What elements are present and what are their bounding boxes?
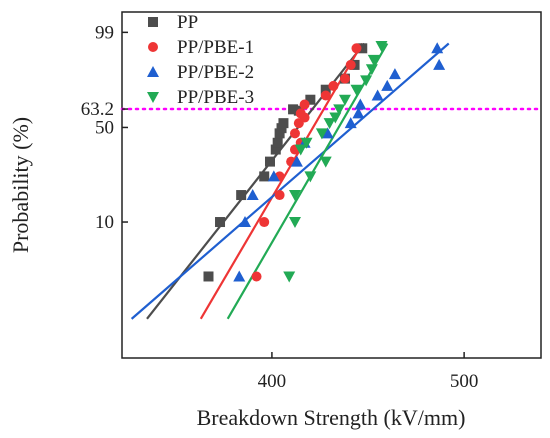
legend-marker-series-2 — [148, 42, 158, 52]
legend: PP PP/PBE-1 PP/PBE-2 PP/PBE-3 — [147, 12, 254, 108]
data-point-series-1 — [264, 156, 275, 167]
data-point-series-1 — [203, 271, 214, 282]
legend-label: PP/PBE-2 — [177, 62, 254, 83]
data-point-series-1 — [276, 123, 287, 134]
data-point-series-4 — [319, 156, 332, 168]
data-point-series-2 — [299, 99, 310, 110]
legend-label: PP — [177, 12, 198, 33]
data-point-series-1 — [274, 128, 285, 139]
data-point-series-2 — [320, 90, 331, 101]
plot-area — [121, 11, 542, 359]
y-tick-label: 50 — [95, 117, 114, 138]
data-point-series-4 — [350, 84, 363, 96]
data-point-series-1 — [270, 144, 281, 155]
data-point-series-2 — [274, 190, 285, 201]
data-point-series-2 — [351, 43, 362, 54]
data-point-layer — [203, 41, 446, 283]
data-point-series-1 — [236, 190, 247, 201]
data-point-series-1 — [288, 104, 299, 115]
data-point-series-4 — [323, 118, 336, 130]
data-point-series-3 — [433, 58, 446, 70]
data-point-series-2 — [289, 128, 300, 139]
data-point-series-4 — [375, 41, 388, 53]
data-point-series-4 — [367, 54, 380, 66]
data-point-series-1 — [357, 43, 368, 54]
data-point-series-1 — [215, 217, 226, 228]
data-point-series-2 — [339, 73, 350, 84]
legend-marker-series-4 — [147, 92, 159, 103]
data-point-series-4 — [283, 271, 296, 283]
legend-marker-series-3 — [147, 66, 159, 77]
data-point-series-1 — [259, 171, 270, 182]
data-point-series-4 — [304, 171, 317, 183]
data-point-series-4 — [294, 144, 307, 156]
legend-marker-series-1 — [148, 17, 158, 27]
data-point-series-3 — [290, 155, 303, 167]
data-point-series-3 — [239, 216, 252, 228]
data-point-series-3 — [233, 270, 246, 282]
x-tick-label: 500 — [450, 371, 479, 392]
data-point-series-2 — [328, 80, 339, 91]
data-point-series-4 — [338, 94, 351, 106]
data-point-series-3 — [431, 42, 444, 54]
data-point-series-1 — [278, 118, 289, 129]
data-point-series-4 — [365, 64, 378, 76]
data-point-series-3 — [352, 107, 365, 119]
x-axis-title: Breakdown Strength (kV/mm) — [197, 405, 466, 430]
data-point-series-2 — [295, 108, 306, 119]
data-point-series-4 — [360, 75, 373, 87]
x-tick-label: 400 — [258, 371, 287, 392]
data-point-series-1 — [320, 84, 331, 95]
data-point-series-4 — [315, 128, 328, 140]
data-point-series-2 — [345, 59, 356, 70]
legend-label: PP/PBE-1 — [177, 37, 254, 58]
fit-line-series-4 — [226, 42, 389, 320]
legend-label: PP/PBE-3 — [177, 87, 254, 108]
data-point-series-3 — [267, 170, 280, 182]
data-point-series-4 — [288, 217, 301, 229]
data-point-series-2 — [251, 271, 262, 282]
fit-line-series-3 — [130, 42, 450, 320]
data-point-series-1 — [272, 137, 283, 148]
data-point-series-4 — [300, 137, 313, 149]
y-tick-label: 63.2 — [81, 99, 114, 120]
y-axis-title: Probability (%) — [8, 117, 33, 253]
data-point-series-3 — [381, 79, 394, 91]
data-point-series-3 — [371, 89, 384, 101]
data-point-series-1 — [305, 94, 316, 105]
data-point-series-4 — [329, 112, 342, 124]
data-point-series-3 — [321, 127, 334, 139]
data-point-series-3 — [344, 117, 357, 129]
y-tick-label: 99 — [95, 22, 114, 43]
y-tick-label: 10 — [95, 212, 114, 233]
data-point-series-3 — [246, 189, 259, 201]
data-point-series-3 — [354, 98, 367, 110]
data-point-series-4 — [333, 104, 346, 116]
data-point-series-2 — [259, 217, 270, 228]
data-point-series-4 — [288, 190, 301, 202]
data-point-series-3 — [388, 68, 401, 80]
